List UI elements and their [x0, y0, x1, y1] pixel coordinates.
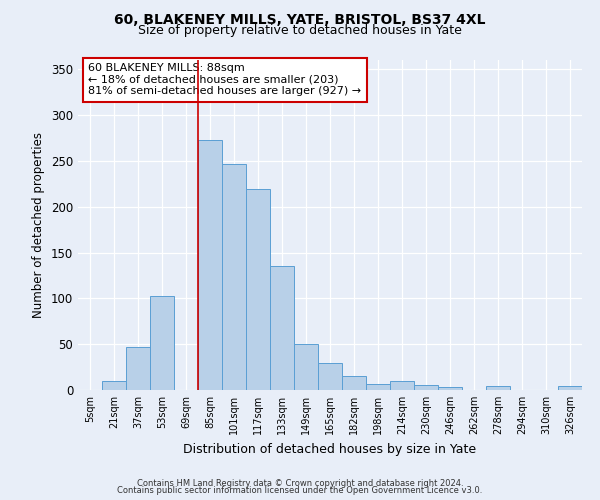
Text: Contains public sector information licensed under the Open Government Licence v3: Contains public sector information licen…: [118, 486, 482, 495]
Text: Contains HM Land Registry data © Crown copyright and database right 2024.: Contains HM Land Registry data © Crown c…: [137, 478, 463, 488]
Bar: [246, 189, 270, 390]
Bar: [198, 140, 222, 390]
Bar: [366, 384, 390, 390]
Bar: [342, 376, 366, 390]
Bar: [438, 387, 462, 390]
Bar: [390, 381, 414, 390]
Text: 60 BLAKENEY MILLS: 88sqm
← 18% of detached houses are smaller (203)
81% of semi-: 60 BLAKENEY MILLS: 88sqm ← 18% of detach…: [88, 64, 361, 96]
Bar: [486, 386, 510, 390]
Bar: [126, 347, 150, 390]
Bar: [414, 386, 438, 390]
Bar: [150, 296, 174, 390]
Y-axis label: Number of detached properties: Number of detached properties: [32, 132, 46, 318]
Text: 60, BLAKENEY MILLS, YATE, BRISTOL, BS37 4XL: 60, BLAKENEY MILLS, YATE, BRISTOL, BS37 …: [114, 12, 486, 26]
Text: Size of property relative to detached houses in Yate: Size of property relative to detached ho…: [138, 24, 462, 37]
Bar: [222, 164, 246, 390]
Bar: [294, 344, 318, 390]
X-axis label: Distribution of detached houses by size in Yate: Distribution of detached houses by size …: [184, 442, 476, 456]
Bar: [558, 386, 582, 390]
Bar: [102, 381, 126, 390]
Bar: [318, 362, 342, 390]
Bar: [270, 266, 294, 390]
